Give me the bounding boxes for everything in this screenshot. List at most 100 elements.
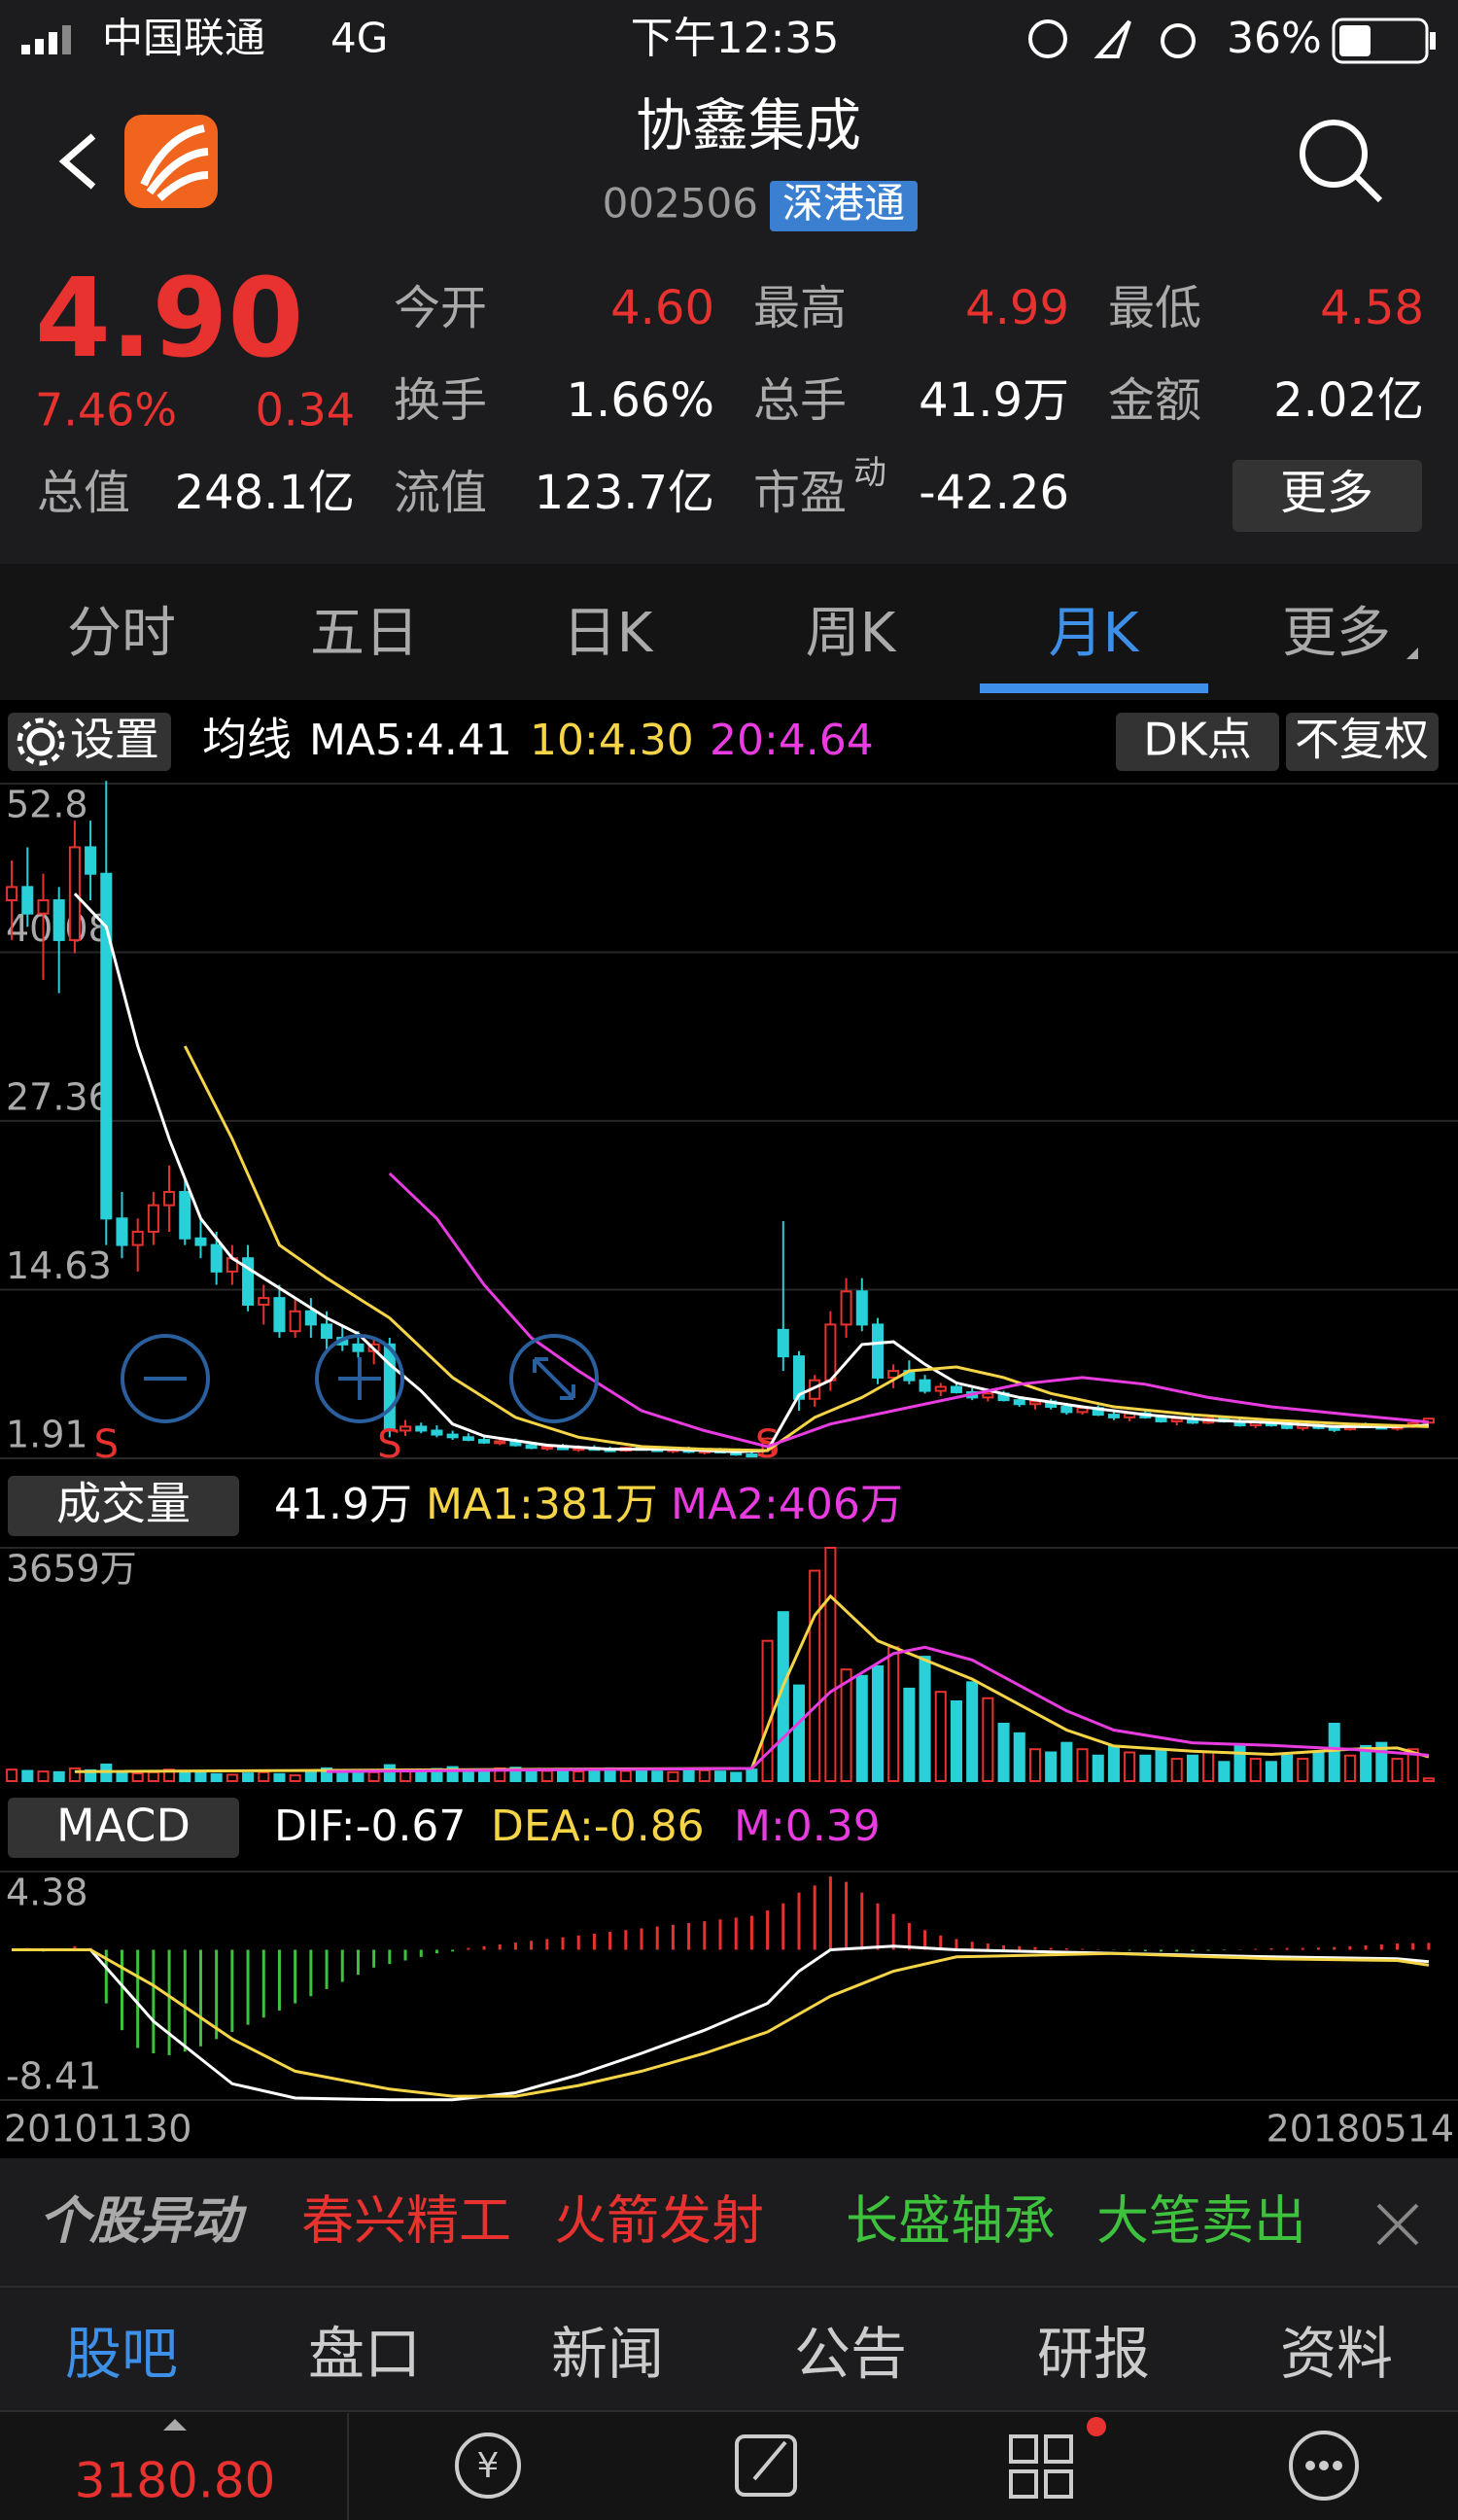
volume-bar (1170, 1758, 1183, 1783)
dk-button[interactable] (1116, 713, 1279, 771)
y-tick-label: -8.41 (6, 2055, 101, 2098)
volume-bar (52, 1770, 65, 1782)
badge (770, 181, 918, 231)
volume-bar (1076, 1748, 1089, 1782)
field-value: 248.1亿 (175, 466, 355, 520)
search-button[interactable] (1300, 120, 1383, 203)
ticker-item[interactable]: 火箭发射 (554, 2190, 764, 2252)
signal-icon (21, 25, 71, 54)
volume-bar (1233, 1744, 1246, 1782)
volume-bar (1186, 1754, 1198, 1782)
ma-line (12, 1948, 1430, 2098)
y-tick-label: 52.8 (6, 784, 88, 826)
volume-bar (1202, 1751, 1215, 1783)
field-label: 总手 (753, 373, 847, 428)
candle-body (525, 1444, 538, 1450)
volume-bar (1107, 1744, 1120, 1782)
volume-ma2: MA2:406万 (671, 1480, 903, 1529)
ma5: MA5:4.41 (309, 716, 512, 765)
volume-bar (194, 1771, 207, 1782)
volume-bar (713, 1770, 727, 1783)
macd-button[interactable] (8, 1798, 239, 1858)
ma-line (327, 1645, 1430, 1773)
candle-body (792, 1355, 806, 1400)
volume-bar (1139, 1754, 1152, 1782)
volume-bar (210, 1772, 223, 1782)
bottom-tab[interactable]: 研报 (1037, 2321, 1150, 2387)
macd-label[interactable]: MACD (56, 1800, 191, 1852)
adjust-text[interactable]: 不复权 (1295, 714, 1429, 766)
volume-bar (682, 1769, 695, 1783)
candle-body (383, 1343, 396, 1432)
bottom-tab[interactable]: 股吧 (65, 2321, 178, 2387)
volume-bar (68, 1767, 81, 1783)
status-icons (1028, 19, 1196, 58)
change: 0.34 (256, 384, 355, 437)
candle-body (179, 1191, 191, 1240)
candle-body (871, 1323, 884, 1379)
volume-bar (730, 1771, 743, 1782)
volume-bar (1422, 1777, 1435, 1783)
candle-body (982, 1392, 994, 1399)
volume-bar (147, 1770, 159, 1782)
candle-body (494, 1440, 506, 1445)
volume-bar (667, 1770, 679, 1782)
field-value: -42.26 (919, 466, 1069, 520)
candle-body (100, 872, 113, 1220)
tab[interactable]: 月K (1049, 602, 1140, 665)
candle-body (1028, 1400, 1041, 1406)
volume-current: 41.9万 (274, 1480, 412, 1529)
candle-body (21, 886, 34, 915)
volume-bar (1265, 1761, 1277, 1783)
back-button[interactable] (58, 133, 96, 190)
volume-bar (116, 1770, 128, 1783)
tab[interactable]: 五日 (310, 602, 419, 665)
tab[interactable]: 日K (563, 602, 654, 665)
volume-bar (1124, 1751, 1136, 1783)
volume-bar (619, 1769, 632, 1783)
field-label: 总值 (37, 466, 130, 520)
close-button[interactable] (1376, 2203, 1419, 2246)
ma20: 20:4.64 (710, 716, 874, 765)
volume-bar (761, 1639, 774, 1782)
bottom-tab[interactable]: 资料 (1280, 2321, 1393, 2387)
volume-bar (651, 1770, 664, 1783)
index-value[interactable]: 3180.80 (75, 2453, 276, 2509)
adjust-button[interactable] (1286, 713, 1439, 771)
ticker-item[interactable]: 春兴精工 (301, 2190, 511, 2252)
more-button[interactable] (1232, 460, 1422, 532)
bottom-tab[interactable]: 公告 (794, 2321, 907, 2387)
tab[interactable]: 更多 (1282, 602, 1391, 665)
volume-bar (698, 1768, 711, 1782)
zoom-buttons[interactable] (121, 1334, 599, 1423)
bottom-tab[interactable]: 新闻 (551, 2321, 664, 2387)
ticker-item[interactable]: 大笔卖出 (1096, 2190, 1306, 2252)
candle-body (131, 1230, 144, 1246)
candle-body (478, 1439, 491, 1444)
y-tick-label: 27.36 (6, 1075, 112, 1118)
candle-body (1013, 1399, 1025, 1406)
bottom-tab[interactable]: 盘口 (308, 2321, 421, 2387)
ticker-item[interactable]: 长盛轴承 (846, 2190, 1056, 2252)
volume-button[interactable] (8, 1476, 239, 1536)
candle-body (950, 1385, 962, 1393)
dk-text[interactable]: DK点 (1143, 714, 1252, 766)
candle-body (1107, 1414, 1120, 1418)
volume-label[interactable]: 成交量 (56, 1478, 191, 1530)
settings-button[interactable] (8, 713, 171, 771)
y-tick-label: 4.38 (6, 1872, 88, 1914)
volume-bar (1312, 1751, 1325, 1783)
ma10: 10:4.30 (530, 716, 694, 765)
candle-body (840, 1290, 852, 1326)
settings-text[interactable]: 设置 (70, 714, 159, 766)
svg-text:¥: ¥ (477, 2446, 500, 2486)
nav-icons[interactable]: ¥ (455, 2417, 1359, 2501)
tab[interactable]: 分时 (67, 602, 176, 665)
signal-marker: S (377, 1422, 401, 1467)
volume-bar (1092, 1754, 1104, 1782)
candle-body (746, 1453, 758, 1458)
more-button-text[interactable]: 更多 (1280, 466, 1373, 520)
volume-bar (6, 1768, 18, 1782)
tab[interactable]: 周K (806, 602, 897, 665)
network: 4G (330, 15, 388, 62)
